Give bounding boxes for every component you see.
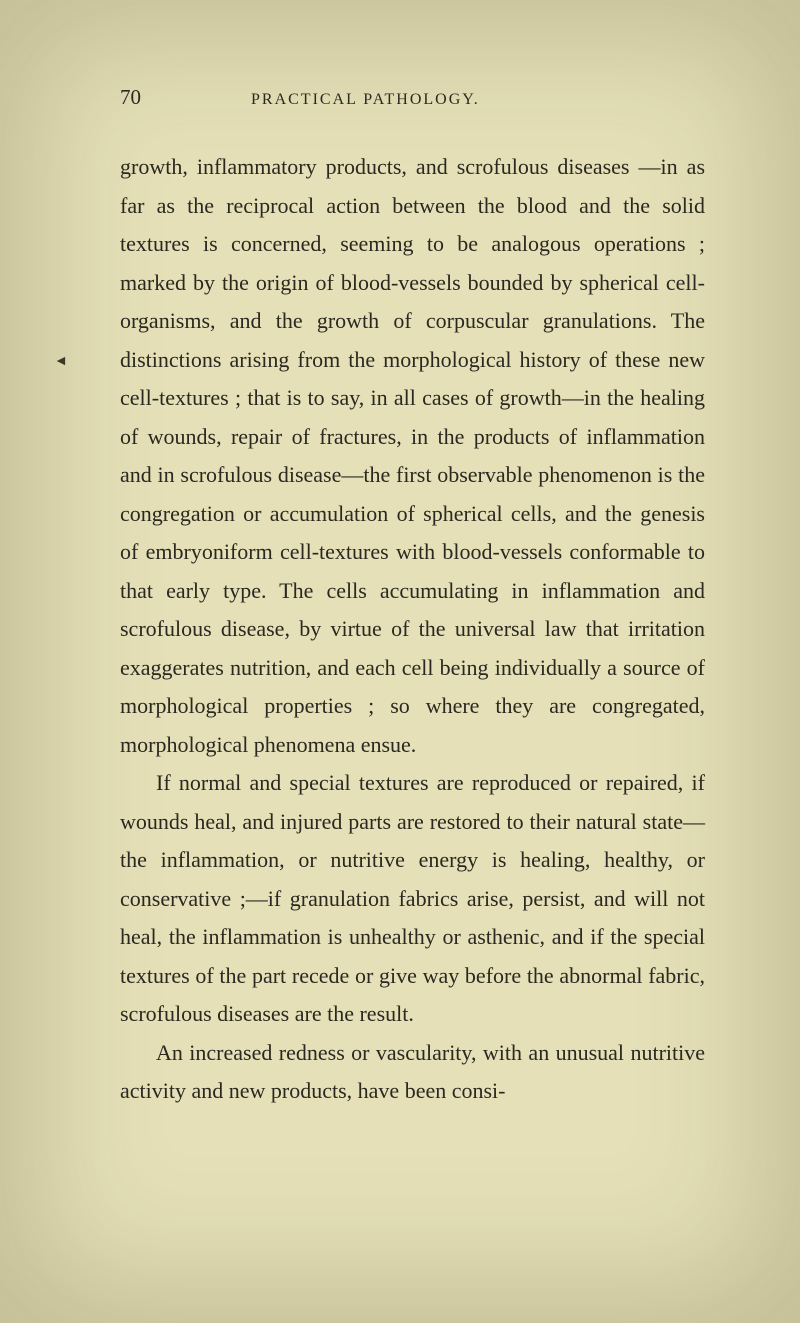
paragraph-2: If normal and special textures are repro… (120, 764, 705, 1034)
paragraph-3: An increased redness or vascularity, wit… (120, 1034, 705, 1111)
paragraph-1: growth, inflammatory products, and scrof… (120, 148, 705, 764)
margin-mark: ◄ (54, 354, 68, 370)
page-header: 70 PRACTICAL PATHOLOGY. (120, 85, 705, 110)
page-number: 70 (120, 85, 141, 110)
body-text: growth, inflammatory products, and scrof… (120, 148, 705, 1111)
running-head: PRACTICAL PATHOLOGY. (251, 91, 480, 109)
page-container: ◄ 70 PRACTICAL PATHOLOGY. growth, inflam… (0, 0, 800, 1323)
